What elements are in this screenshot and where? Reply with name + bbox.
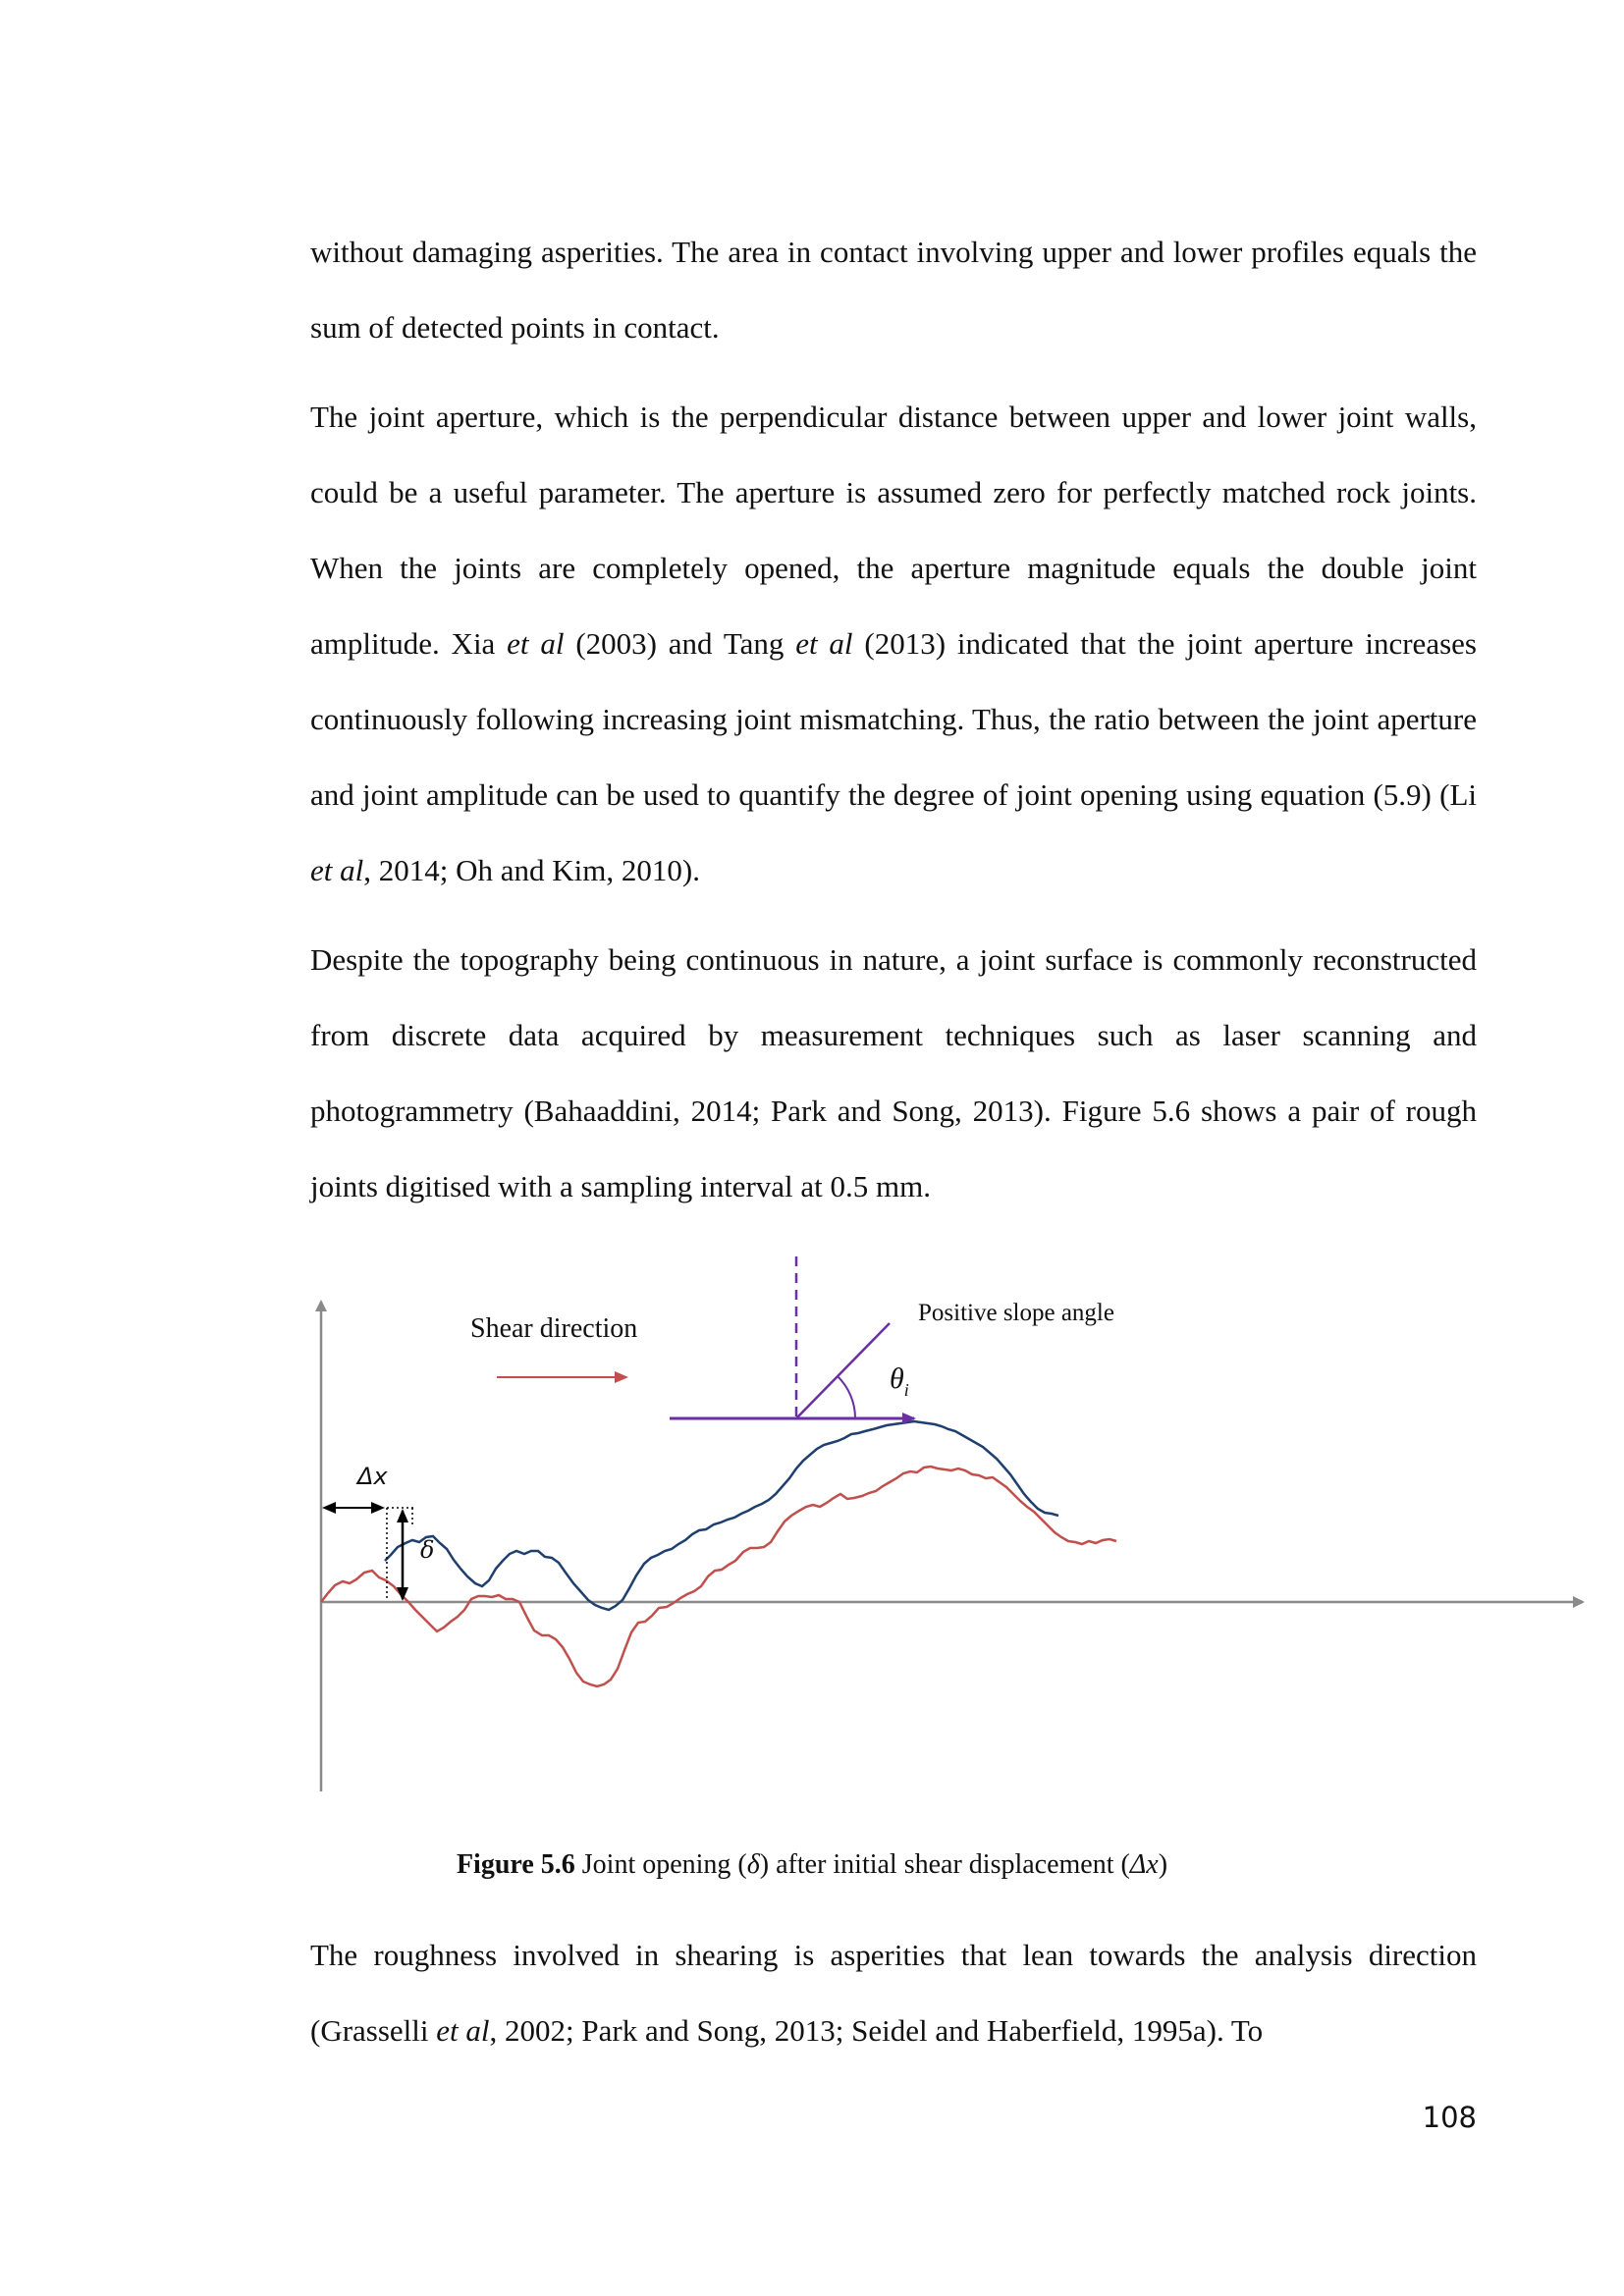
paragraph-3: Despite the topography being continuous … <box>310 922 1477 1224</box>
italic-run: et al <box>436 2013 490 2048</box>
lower-joint-profile <box>320 1465 1117 1688</box>
theta-symbol: θi <box>890 1362 909 1400</box>
paragraph-2: The joint aperture, which is the perpend… <box>310 379 1477 908</box>
italic-run: et al <box>795 626 853 661</box>
upper-joint-profile <box>384 1419 1059 1612</box>
caption-text-1: Joint opening ( <box>574 1849 747 1880</box>
text-run: The roughness involved in shearing is as… <box>310 1938 1477 2048</box>
caption-delta: δ <box>746 1849 760 1880</box>
delta-label: δ <box>420 1536 434 1564</box>
caption-text-3: ) <box>1158 1849 1168 1880</box>
figure-caption: Figure 5.6 Joint opening (δ) after initi… <box>0 1845 1624 1885</box>
shear-direction-label: Shear direction <box>470 1313 637 1344</box>
text-run: , 2014; Oh and Kim, 2010). <box>363 853 700 887</box>
dx-label: Δx <box>355 1463 388 1490</box>
text-run: (2013) indicated that the joint aperture… <box>310 626 1477 812</box>
figure-5-6: Shear direction Positive slope angle θi … <box>315 1256 1585 1791</box>
caption-dx: Δx <box>1129 1849 1159 1880</box>
italic-run: et al <box>507 626 565 661</box>
caption-text-2: ) after initial shear displacement ( <box>759 1849 1130 1880</box>
caption-label: Figure 5.6 <box>456 1849 575 1880</box>
paragraph-1: without damaging asperities. The area in… <box>310 214 1477 365</box>
text-run: Despite the topography being continuous … <box>310 942 1477 1203</box>
positive-slope-line <box>795 1322 891 1419</box>
text-run: , 2002; Park and Song, 2013; Seidel and … <box>489 2013 1264 2048</box>
page-number: 108 <box>1422 2101 1477 2134</box>
angle-arc <box>837 1375 857 1419</box>
text-run: without damaging asperities. The area in… <box>310 235 1477 345</box>
text-run: (2003) and Tang <box>564 626 796 661</box>
text-run: The joint aperture, which is the perpend… <box>310 400 1477 661</box>
paragraph-4: The roughness involved in shearing is as… <box>310 1917 1477 2068</box>
italic-run: et al <box>310 853 364 887</box>
slope-angle-label: Positive slope angle <box>918 1300 1114 1326</box>
